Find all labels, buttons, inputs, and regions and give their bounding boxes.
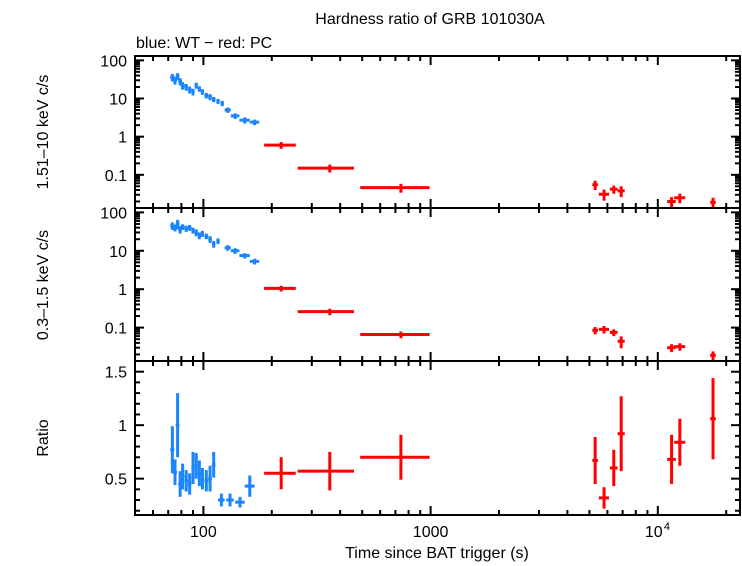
y-tick-label-hard: 0.1	[105, 168, 127, 185]
chart-title: Hardness ratio of GRB 101030A	[315, 11, 545, 28]
y-tick-label-hard: 100	[100, 53, 127, 70]
y-tick-label-ratio: 0.5	[105, 472, 127, 489]
y-axis-label-soft: 0.3–1.5 keV c/s	[35, 230, 52, 340]
y-tick-label-ratio: 1	[118, 418, 127, 435]
y-axis-label-ratio: Ratio	[35, 419, 52, 456]
y-tick-label-soft: 1	[118, 282, 127, 299]
x-tick-label: 10	[645, 524, 663, 541]
y-tick-label-hard: 10	[109, 92, 127, 109]
x-tick-label: 100	[190, 524, 217, 541]
y-tick-label-soft: 10	[109, 244, 127, 261]
panel-frame-hard	[134, 55, 741, 209]
y-tick-label-hard: 1	[118, 130, 127, 147]
x-axis-label: Time since BAT trigger (s)	[345, 545, 529, 562]
x-tick-label: 1000	[413, 524, 449, 541]
y-tick-label-soft: 100	[100, 205, 127, 222]
panel-frame-soft	[134, 207, 741, 362]
y-tick-label-ratio: 1.5	[105, 365, 127, 382]
panel-frame-ratio	[134, 360, 741, 516]
y-tick-label-soft: 0.1	[105, 321, 127, 338]
y-axis-label-hard: 1.51–10 keV c/s	[35, 75, 52, 190]
x-tick-label-exponent: 4	[664, 521, 670, 533]
chart-subtitle: blue: WT − red: PC	[136, 35, 272, 52]
